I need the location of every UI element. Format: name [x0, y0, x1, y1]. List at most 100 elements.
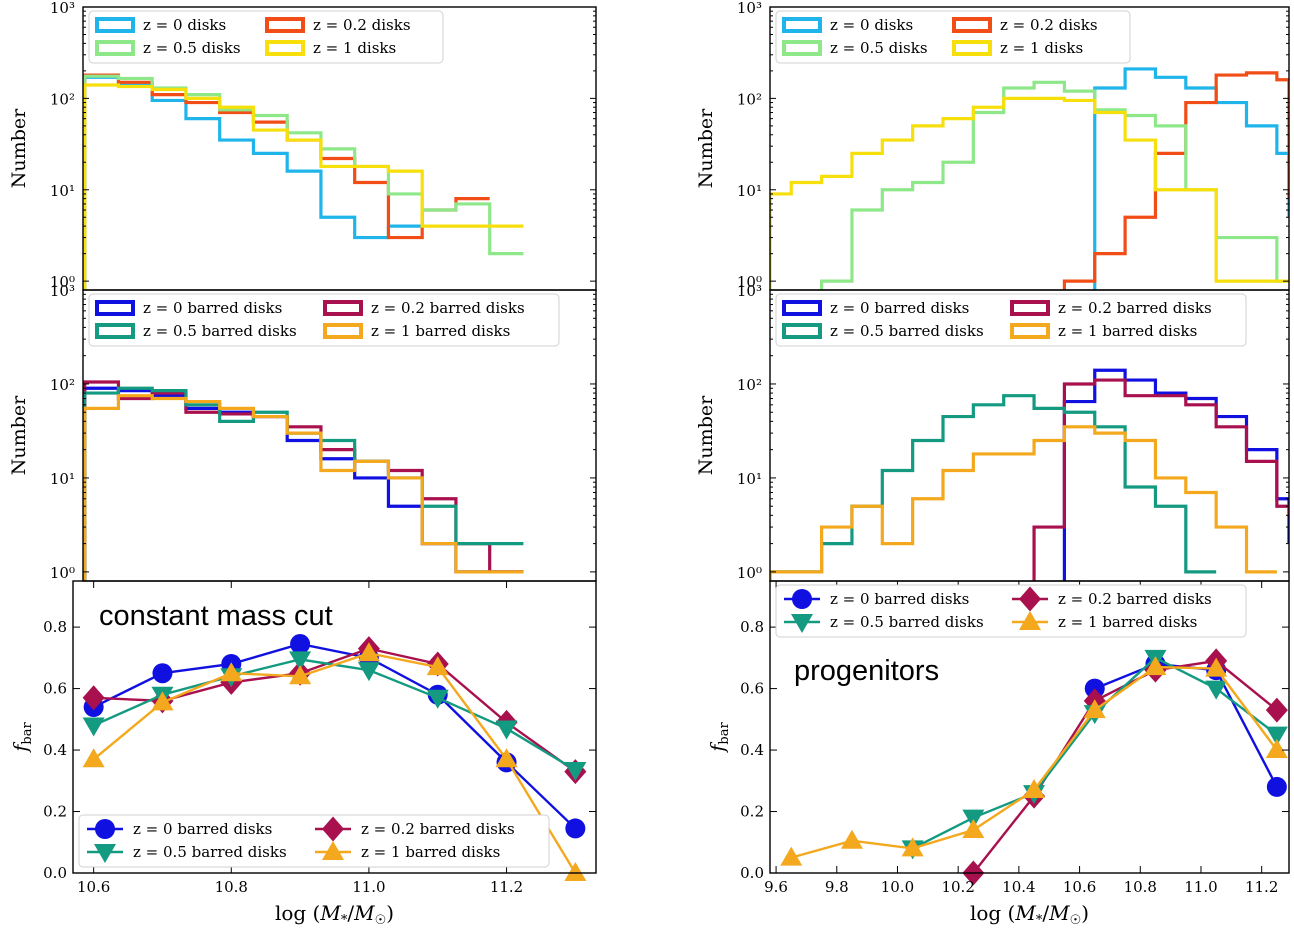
- left_bot-legend: z = 0 barred disks z = 0.5 barred disks z …: [78, 814, 550, 868]
- legend-label: z = 1 barred disks: [361, 843, 500, 861]
- right_bot-series-group: [780, 648, 1288, 886]
- panel-left_bot: constant mass cut: [82, 600, 587, 881]
- right_bot-ylabel: fbar: [707, 722, 732, 754]
- legend-box: [78, 814, 550, 868]
- data-point: [152, 663, 173, 684]
- series-line: [83, 74, 524, 290]
- series-line: [770, 394, 1217, 581]
- data-point: [564, 762, 587, 782]
- left_top-series-group: [83, 73, 524, 290]
- x-tick-label: 11.0: [352, 878, 385, 896]
- series-line: [83, 394, 524, 581]
- data-point: [289, 665, 312, 685]
- y-tick-label: 0.6: [740, 680, 764, 698]
- data-point: [220, 662, 243, 682]
- series-line: [790, 665, 1278, 859]
- legend-swatch: [782, 40, 822, 56]
- right_mid-ylabel: Number: [695, 395, 717, 475]
- x-tick-label: 10.6: [77, 878, 110, 896]
- data-point: [792, 589, 812, 609]
- legend-label: z = 0.2 barred disks: [1058, 590, 1212, 608]
- y-tick-label: 10³: [50, 0, 75, 17]
- left_bot-ylabel: fbar: [10, 722, 35, 754]
- legend-swatch: [95, 17, 135, 33]
- y-tick-label: 10¹: [50, 182, 75, 200]
- data-point: [495, 748, 518, 768]
- series-line: [1032, 378, 1289, 581]
- data-point: [1265, 739, 1288, 759]
- legend-label: z = 0 barred disks: [133, 820, 272, 838]
- legend-box: [88, 293, 560, 347]
- data-point: [1083, 699, 1106, 719]
- x-tick-label: 10.6: [1063, 878, 1096, 896]
- left_bot-xaxis: 10.6 10.8 11.0 11.2: [77, 581, 523, 896]
- right_top-series-group: [770, 67, 1289, 290]
- legend-swatch: [95, 40, 135, 56]
- series-line: [83, 386, 524, 581]
- legend-label: z = 0.5 disks: [143, 39, 241, 57]
- y-tick-label: 10⁰: [50, 273, 75, 291]
- left_mid-legend: z = 0 barred disks z = 0.5 barred disks z …: [88, 293, 560, 347]
- legend-box: [88, 10, 444, 64]
- right_bot-annotation: progenitors: [794, 655, 939, 687]
- data-point: [95, 819, 115, 839]
- legend-label: z = 0.2 barred disks: [1058, 299, 1212, 317]
- data-point: [82, 685, 105, 711]
- left_top-legend: z = 0 disks z = 0.5 disks z = 0.2 disks z =…: [88, 10, 444, 64]
- legend-swatch: [95, 300, 135, 316]
- right_bot-frame: [769, 580, 1290, 874]
- x-tick-label: 10.0: [881, 878, 914, 896]
- left_mid-ylabel: Number: [8, 395, 30, 475]
- legend-swatch: [1010, 300, 1050, 316]
- legend-label: z = 0.2 barred disks: [371, 299, 525, 317]
- legend-swatch: [1010, 323, 1050, 339]
- legend-box: [775, 584, 1247, 638]
- left_mid-yaxis: 10⁰ 10¹ 10² 10³ Number: [8, 282, 596, 582]
- left_top-yaxis: 10⁰ 10¹ 10² 10³ Number: [8, 0, 596, 291]
- legend-label: z = 1 disks: [1000, 39, 1083, 57]
- legend-swatch: [95, 323, 135, 339]
- x-tick-label: 10.4: [1002, 878, 1035, 896]
- series-line: [92, 651, 577, 874]
- y-tick-label: 0.8: [43, 618, 67, 636]
- legend-swatch: [265, 40, 305, 56]
- right_top-yaxis: 10⁰ 10¹ 10² 10³ Number: [695, 0, 1289, 291]
- right_top-ylabel: Number: [695, 108, 717, 188]
- panel-left_top: [83, 73, 524, 290]
- legend-label: z = 0 disks: [143, 16, 226, 34]
- data-point: [1205, 680, 1228, 700]
- legend-label: z = 0.5 barred disks: [830, 613, 984, 631]
- data-point: [901, 837, 924, 857]
- series-line: [972, 659, 1278, 874]
- y-tick-label: 0.2: [740, 803, 764, 821]
- y-tick-label: 0.0: [43, 864, 67, 882]
- legend-label: z = 0 barred disks: [830, 590, 969, 608]
- panel-right_top: [770, 67, 1289, 290]
- panel-right_bot: progenitors: [780, 648, 1288, 886]
- data-point: [1205, 657, 1228, 677]
- y-tick-label: 0.4: [43, 741, 67, 759]
- y-tick-label: 10¹: [737, 470, 762, 488]
- legend-box: [775, 293, 1247, 347]
- legend-label: z = 0.2 barred disks: [361, 820, 515, 838]
- series-line: [83, 380, 524, 581]
- legend-swatch: [952, 17, 992, 33]
- y-tick-label: 0.4: [740, 741, 764, 759]
- data-point: [495, 720, 518, 740]
- series-line: [83, 386, 524, 581]
- data-point: [565, 818, 586, 839]
- series-line: [819, 80, 1289, 290]
- data-point: [289, 651, 312, 671]
- data-point: [1265, 726, 1288, 746]
- data-point: [322, 816, 344, 842]
- right_mid-legend: z = 0 barred disks z = 0.5 barred disks z …: [775, 293, 1247, 347]
- series-line: [93, 642, 577, 830]
- data-point: [1144, 656, 1167, 676]
- y-tick-label: 0.2: [43, 803, 67, 821]
- data-point: [290, 634, 311, 655]
- x-tick-label: 10.8: [215, 878, 248, 896]
- y-tick-label: 10¹: [50, 470, 75, 488]
- left_bot-frame: [72, 580, 597, 874]
- legend-swatch: [782, 300, 822, 316]
- legend-swatch: [323, 323, 363, 339]
